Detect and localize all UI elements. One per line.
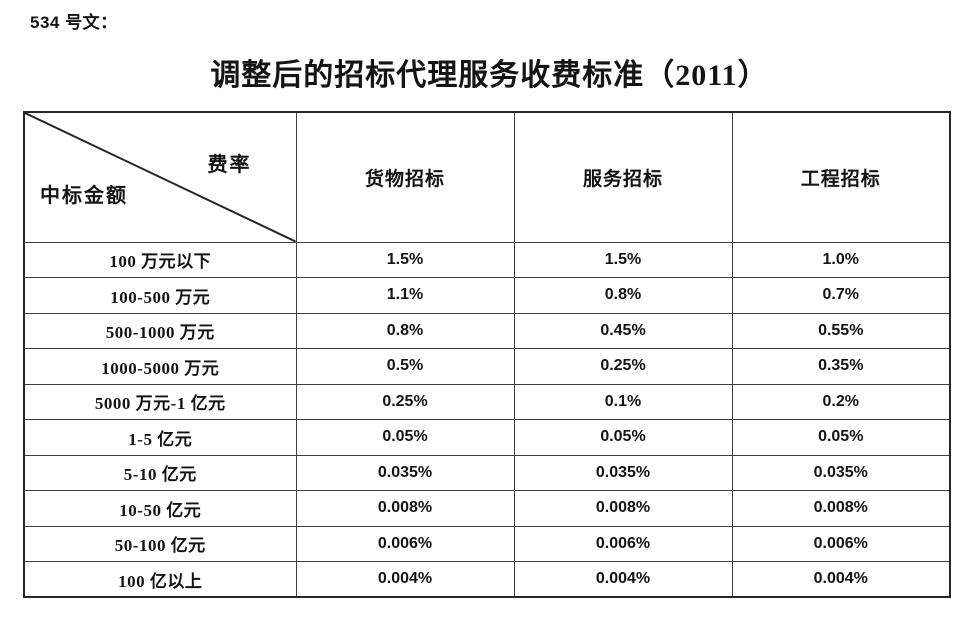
table-row: 5000 万元-1 亿元 0.25% 0.1% 0.2% [23, 383, 951, 420]
corner-label-fee-rate: 费率 [207, 154, 252, 176]
row-label: 100 亿以上 [23, 561, 297, 598]
row-label: 5-10 亿元 [23, 454, 297, 491]
rate-cell: 1.5% [295, 241, 515, 278]
column-header-services: 服务招标 [513, 111, 733, 243]
rate-cell: 0.035% [731, 454, 951, 491]
rate-cell: 0.006% [513, 525, 733, 562]
table-row: 10-50 亿元 0.008% 0.008% 0.008% [23, 490, 951, 527]
rate-cell: 1.1% [295, 277, 515, 314]
column-header-engineering: 工程招标 [731, 111, 951, 243]
rate-cell: 0.25% [513, 348, 733, 385]
row-label: 500-1000 万元 [23, 312, 297, 349]
table-row: 500-1000 万元 0.8% 0.45% 0.55% [23, 312, 951, 349]
rate-cell: 0.008% [295, 490, 515, 527]
table-row: 50-100 亿元 0.006% 0.006% 0.006% [23, 525, 951, 562]
rate-cell: 0.004% [731, 561, 951, 598]
rate-cell: 0.008% [513, 490, 733, 527]
row-label: 5000 万元-1 亿元 [23, 383, 297, 420]
rate-cell: 0.8% [513, 277, 733, 314]
table-row: 100-500 万元 1.1% 0.8% 0.7% [23, 277, 951, 314]
rate-cell: 0.45% [513, 312, 733, 349]
rate-cell: 0.035% [513, 454, 733, 491]
rate-cell: 0.004% [513, 561, 733, 598]
column-header-goods: 货物招标 [295, 111, 515, 243]
rate-cell: 0.1% [513, 383, 733, 420]
rate-cell: 1.5% [513, 241, 733, 278]
row-label: 1000-5000 万元 [23, 348, 297, 385]
rate-cell: 0.8% [295, 312, 515, 349]
row-label: 1-5 亿元 [23, 419, 297, 456]
rate-cell: 0.55% [731, 312, 951, 349]
rate-cell: 0.035% [295, 454, 515, 491]
table-row: 1-5 亿元 0.05% 0.05% 0.05% [23, 419, 951, 456]
rate-cell: 0.7% [731, 277, 951, 314]
row-label: 100 万元以下 [23, 241, 297, 278]
header-row: 费率 中标金额 货物招标 服务招标 工程招标 [23, 111, 951, 243]
rate-cell: 0.05% [513, 419, 733, 456]
corner-label-bid-amount: 中标金额 [40, 185, 128, 207]
row-label: 50-100 亿元 [23, 525, 297, 562]
table-row: 5-10 亿元 0.035% 0.035% 0.035% [23, 454, 951, 491]
rate-cell: 0.008% [731, 490, 951, 527]
page-title: 调整后的招标代理服务收费标准（2011） [210, 59, 769, 92]
rate-cell: 1.0% [731, 241, 951, 278]
rate-cell: 0.05% [295, 419, 515, 456]
diagonal-divider-line [25, 113, 296, 242]
rate-cell: 0.2% [731, 383, 951, 420]
row-label: 100-500 万元 [23, 277, 297, 314]
table-row: 1000-5000 万元 0.5% 0.25% 0.35% [23, 348, 951, 385]
rate-cell: 0.006% [295, 525, 515, 562]
rate-cell: 0.006% [731, 525, 951, 562]
rate-cell: 0.35% [731, 348, 951, 385]
table-row: 100 亿以上 0.004% 0.004% 0.004% [23, 561, 951, 598]
rate-cell: 0.25% [295, 383, 515, 420]
rate-cell: 0.5% [295, 348, 515, 385]
fee-rate-table: 费率 中标金额 货物招标 服务招标 工程招标 100 万元以下 1.5% 1.5… [23, 111, 951, 598]
rate-cell: 0.05% [731, 419, 951, 456]
table-row: 100 万元以下 1.5% 1.5% 1.0% [23, 241, 951, 278]
row-label: 10-50 亿元 [23, 490, 297, 527]
rate-cell: 0.004% [295, 561, 515, 598]
doc-number: 534 号文： [30, 13, 118, 32]
corner-header-cell: 费率 中标金额 [23, 111, 297, 243]
